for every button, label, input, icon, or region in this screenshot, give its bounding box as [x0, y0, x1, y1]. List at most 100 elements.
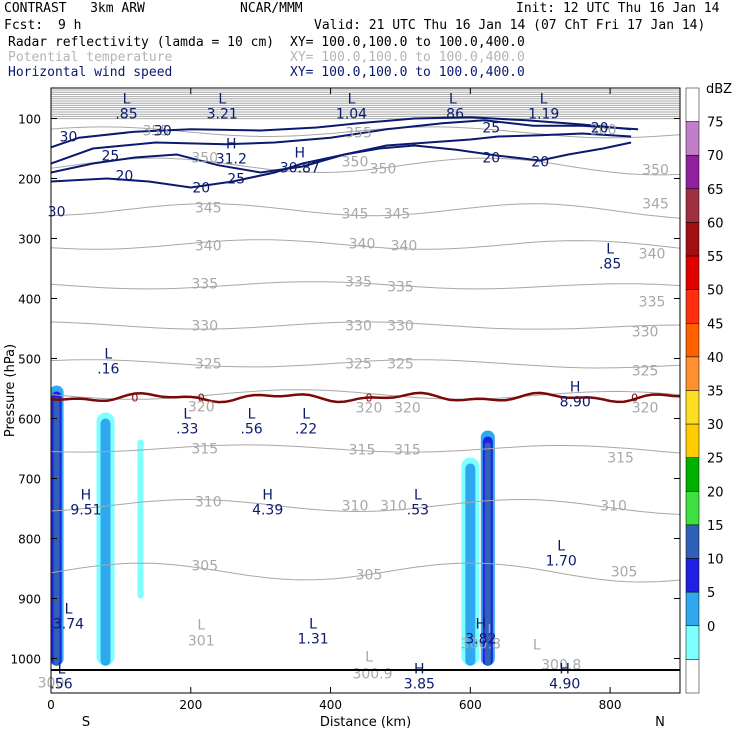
theta-label: 315 [607, 451, 634, 467]
theta-label: 320 [188, 400, 215, 416]
colorbar-level-label: 5 [707, 586, 715, 601]
theta-label: 345 [342, 206, 369, 222]
theta-label: 325 [632, 364, 659, 380]
wind-extremum-marker: H [295, 146, 306, 162]
theta-contour [51, 359, 680, 369]
field-3-name: Horizontal wind speed [8, 65, 173, 80]
wind-extremum-value: 1.70 [546, 554, 577, 570]
theta-label: 320 [356, 401, 383, 417]
theta-extremum-marker: L [365, 650, 373, 666]
colorbar-level-label: 50 [707, 284, 724, 299]
theta-label: 315 [191, 442, 218, 458]
wind-extremum-value: .85 [599, 257, 621, 273]
wind-extremum-value: .85 [115, 107, 137, 123]
colorbar-swatch [685, 222, 700, 257]
colorbar-level-label: 40 [707, 351, 724, 366]
init-time: Init: 12 UTC Thu 16 Jan 14 [516, 1, 720, 16]
y-tick-label: 100 [18, 113, 41, 127]
theta-contour [51, 321, 680, 330]
colorbar-swatch [685, 491, 700, 526]
colorbar-level-label: 65 [707, 183, 724, 198]
wind-contour [51, 132, 632, 174]
colorbar-level-label: 35 [707, 385, 724, 400]
theta-label: 355 [345, 125, 372, 141]
colorbar-level-label: 70 [707, 149, 724, 164]
colorbar-level-label: 60 [707, 216, 724, 231]
theta-label: 310 [380, 499, 407, 515]
colorbar-level-label: 0 [707, 620, 715, 635]
wind-contour [51, 116, 632, 149]
wind-label: 30 [154, 124, 172, 140]
theta-contour [51, 562, 680, 583]
theta-extremum-marker: L [487, 623, 495, 639]
x-tick-label: 200 [179, 698, 202, 712]
wind-extremum-marker: H [81, 488, 92, 504]
wind-extremum-marker: H [476, 617, 487, 633]
colorbar-swatch [685, 154, 700, 190]
wind-contour [51, 119, 639, 165]
wind-extremum-value: 1.04 [336, 107, 367, 123]
theta-label: 340 [639, 247, 666, 263]
colorbar-level-label: 45 [707, 317, 724, 332]
colorbar-level-label: 55 [707, 250, 724, 265]
theta-label: 335 [387, 280, 414, 296]
wind-extremum-marker: L [414, 488, 422, 504]
theta-label: 335 [345, 275, 372, 291]
theta-contour [51, 281, 680, 290]
wind-extremum-marker: L [302, 407, 310, 423]
wind-label: 20 [115, 169, 133, 185]
colorbar-swatch [685, 423, 700, 458]
colorbar-level-label: 20 [707, 485, 724, 500]
theta-label: 301 [188, 634, 215, 650]
theta-label: 305 [611, 565, 638, 581]
theta-contour [51, 203, 680, 219]
wind-extremum-value: .53 [407, 503, 429, 519]
theta-label: 310 [195, 494, 222, 510]
theta-contour [51, 498, 680, 515]
wind-extremum-value: 9.51 [70, 503, 101, 519]
colorbar-level-label: 30 [707, 418, 724, 433]
wind-extremum-marker: L [606, 242, 614, 258]
colorbar-swatch [685, 591, 700, 627]
reflectivity-cell [484, 442, 491, 666]
y-tick-label: 1000 [10, 653, 41, 667]
colorbar-swatch [685, 390, 700, 425]
theta-label: 320 [632, 401, 659, 417]
theta-label: 350 [342, 155, 369, 171]
y-tick-label: 300 [18, 233, 41, 247]
wind-extremum-value: 3.21 [207, 107, 238, 123]
reflectivity-cell [100, 418, 111, 666]
theta-extremum-marker: L [197, 618, 205, 634]
wind-extremum-marker: L [65, 602, 73, 618]
field-3-xy: XY= 100.0,100.0 to 100.0,400.0 [290, 65, 525, 80]
freezing-level-label: 0 [631, 392, 638, 405]
wind-extremum-value: 3.74 [53, 617, 84, 633]
wind-label: 25 [101, 149, 119, 165]
wind-extremum-marker: H [226, 137, 237, 153]
wind-extremum-marker: L [218, 92, 226, 108]
theta-label: 315 [394, 443, 421, 459]
wind-extremum-marker: H [570, 380, 581, 396]
wind-extremum-marker: L [104, 347, 112, 363]
theta-label: 340 [391, 239, 418, 255]
theta-label: 355 [142, 124, 169, 140]
wind-extremum-value: .56 [50, 677, 72, 693]
wind-extremum-value: 3.82 [465, 632, 496, 648]
colorbar-swatch [685, 659, 700, 694]
theta-label: 335 [639, 295, 666, 311]
theta-label: 305 [191, 559, 218, 575]
wind-extremum-marker: L [183, 407, 191, 423]
theta-label: 305 [356, 568, 383, 584]
x-tick-label: 400 [319, 698, 342, 712]
theta-label: 330 [632, 325, 659, 341]
theta-contour [51, 389, 680, 400]
colorbar-level-label: 25 [707, 452, 724, 467]
theta-label: 345 [384, 206, 411, 222]
wind-extremum-value: .86 [442, 107, 464, 123]
wind-label: 20 [482, 151, 500, 167]
colorbar-unit: dBZ [706, 82, 733, 97]
freezing-level-label: 0 [365, 392, 372, 405]
wind-label: 20 [591, 121, 609, 137]
theta-label: 350 [370, 161, 397, 177]
theta-label: 320 [394, 401, 421, 417]
